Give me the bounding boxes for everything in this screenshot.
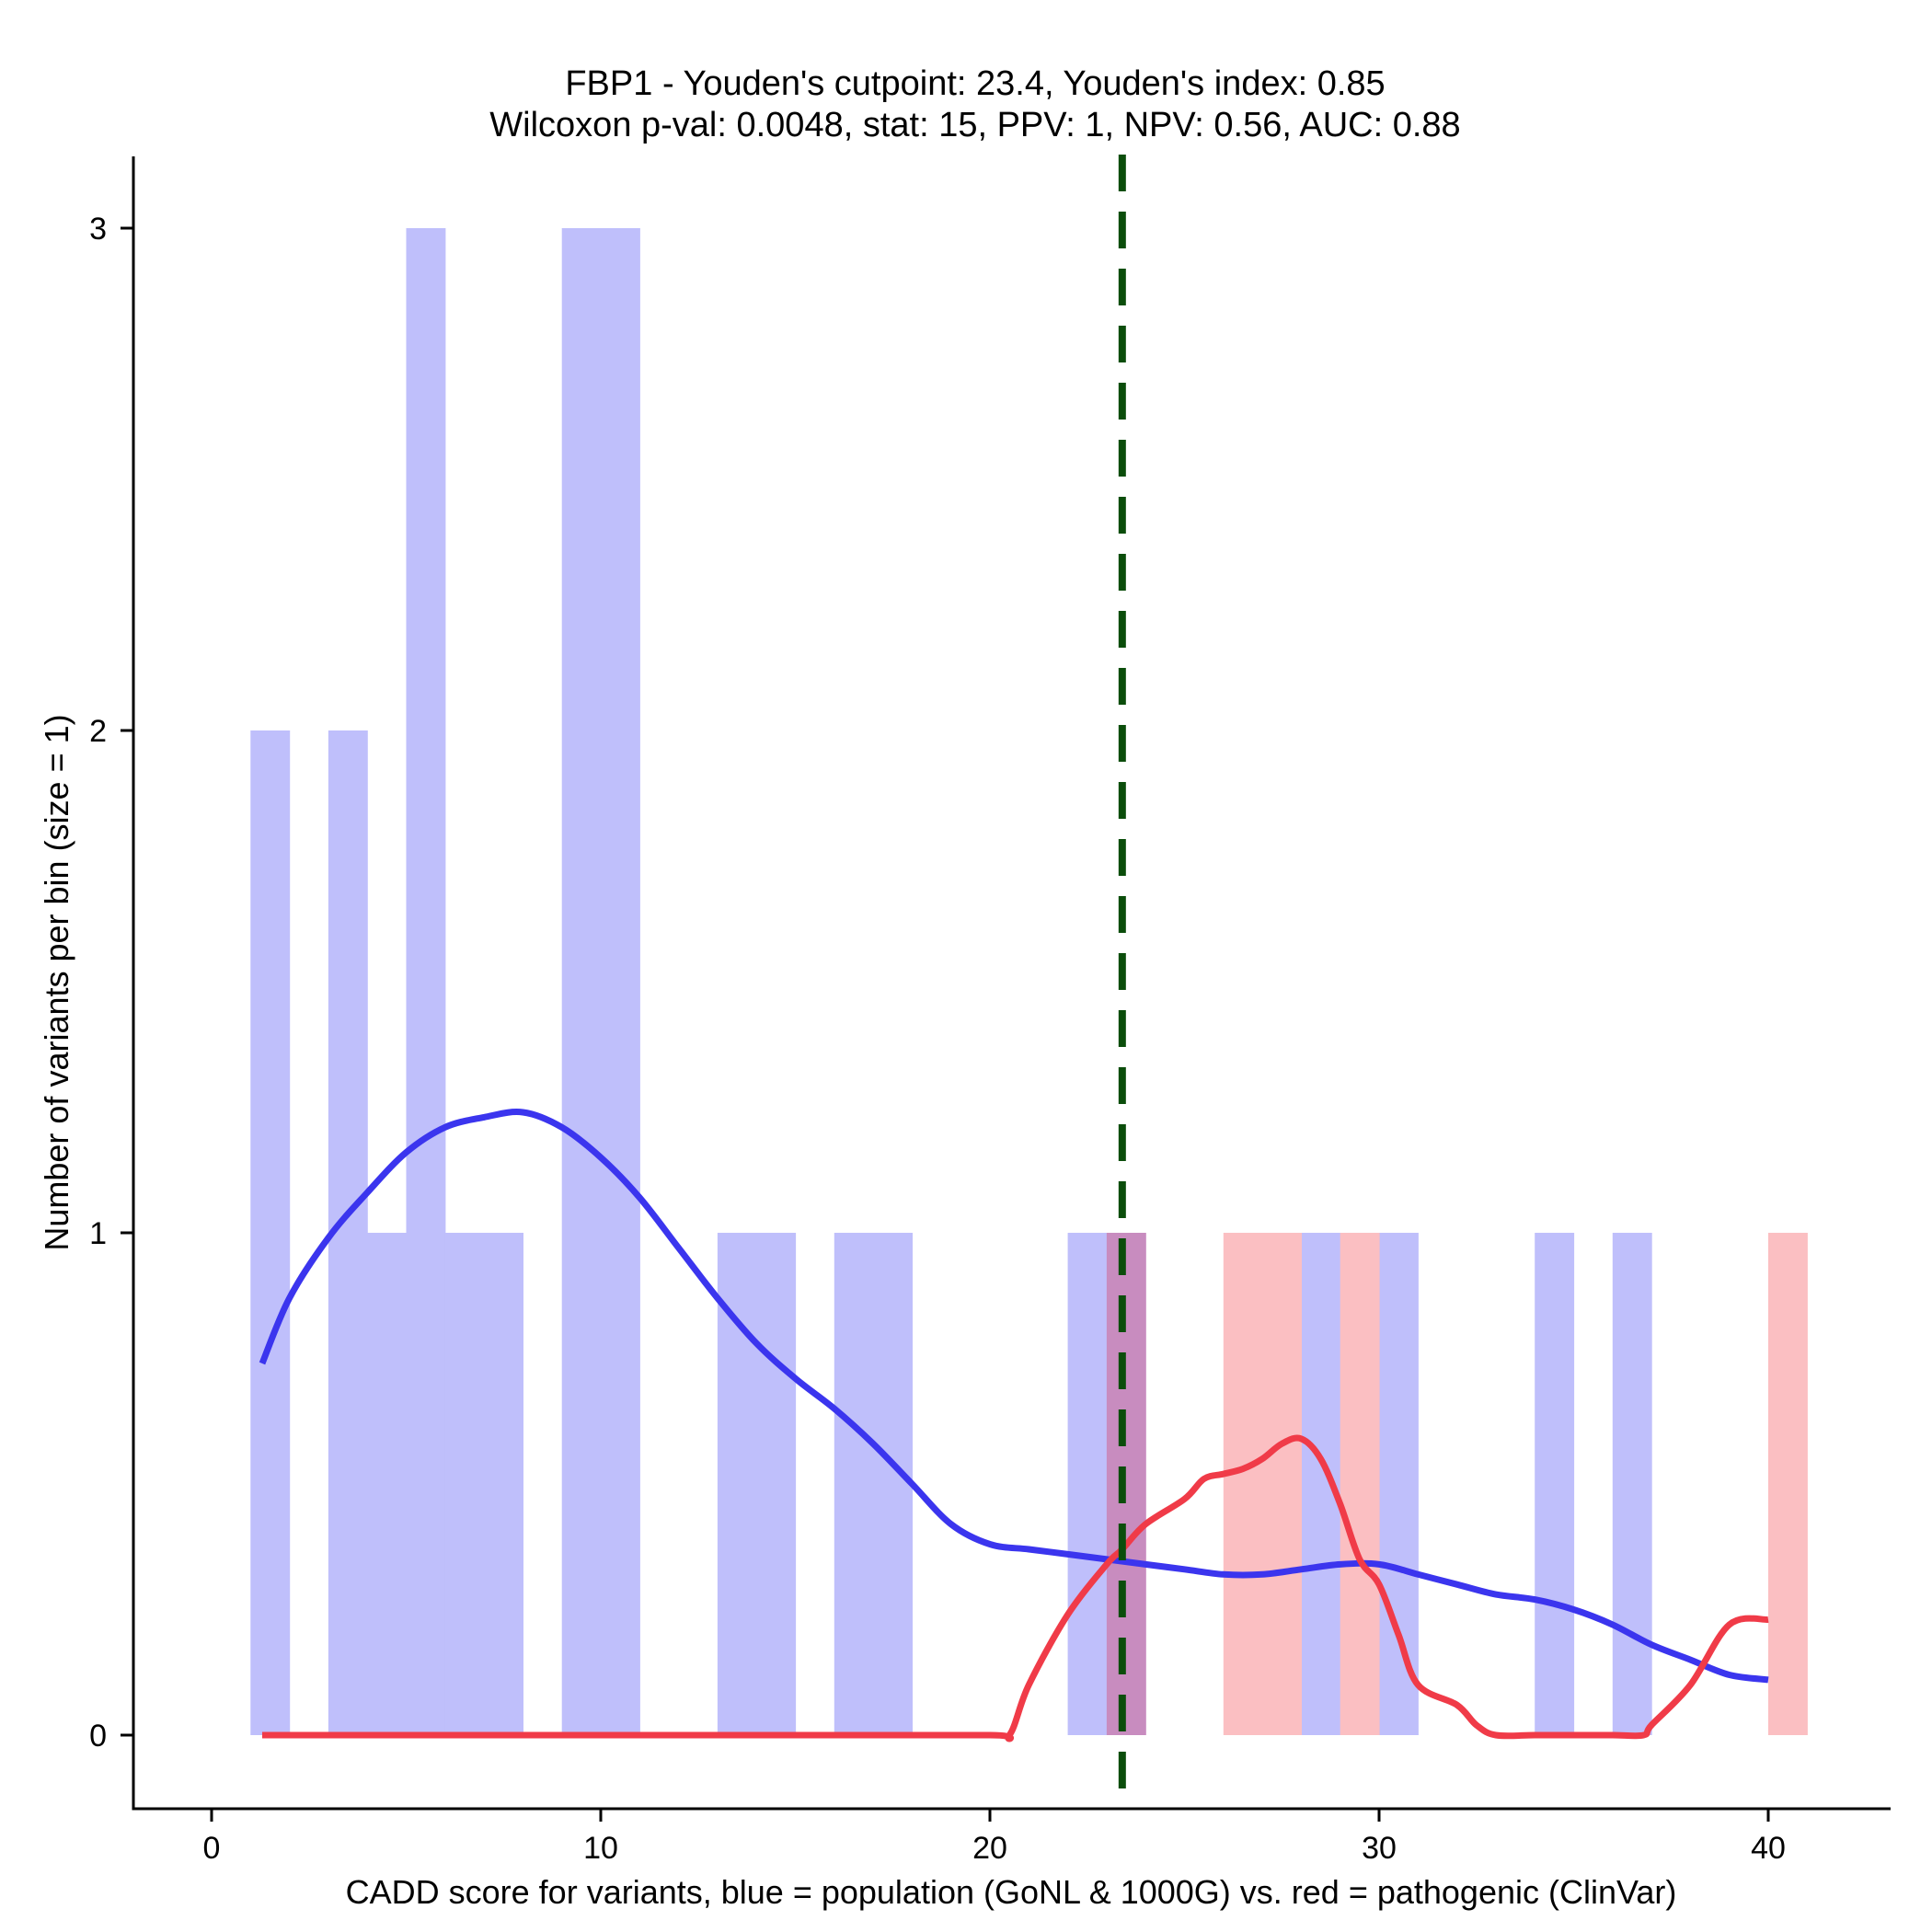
y-tick-label: 2 (89, 714, 107, 749)
population-bar (1612, 1233, 1652, 1735)
population-bar (834, 1233, 874, 1735)
population-bar (1535, 1233, 1575, 1735)
x-tick-label: 20 (972, 1831, 1007, 1866)
pathogenic-density-line (261, 1434, 1769, 1742)
population-bar (484, 1233, 523, 1735)
pathogenic-bars (1223, 1233, 1808, 1735)
population-bars (250, 228, 1652, 1735)
population-bar (367, 1233, 408, 1735)
pathogenic-bar (1340, 1233, 1380, 1735)
x-axis-ticks: 0 10 20 30 40 (203, 1809, 1786, 1866)
y-tick-label: 3 (89, 212, 107, 247)
x-axis-label: CADD score for variants, blue = populati… (346, 1873, 1677, 1911)
x-tick-label: 30 (1362, 1831, 1397, 1866)
y-axis-label: Number of variants per bin (size = 1) (38, 714, 75, 1250)
population-bar (717, 1233, 757, 1735)
pathogenic-bar (1768, 1233, 1808, 1735)
axes (132, 156, 1891, 1811)
population-bar (1067, 1233, 1108, 1735)
population-bar (873, 1233, 913, 1735)
x-tick-label: 10 (583, 1831, 618, 1866)
pathogenic-bar (1262, 1233, 1302, 1735)
population-bar (406, 228, 446, 1735)
pathogenic-bar (1223, 1233, 1263, 1735)
y-tick-label: 0 (89, 1719, 107, 1754)
population-bar (1106, 1233, 1146, 1735)
population-bar (1379, 1233, 1419, 1735)
chart-title-line2: Wilcoxon p-val: 0.0048, stat: 15, PPV: 1… (489, 106, 1460, 144)
chart-title-line1: FBP1 - Youden's cutpoint: 23.4, Youden's… (565, 64, 1385, 103)
population-bar (444, 1233, 485, 1735)
x-tick-label: 0 (203, 1831, 221, 1866)
population-bar (601, 228, 640, 1735)
y-tick-label: 1 (89, 1216, 107, 1251)
y-axis-ticks: 0 1 2 3 (89, 212, 133, 1754)
population-bar (250, 730, 291, 1735)
x-tick-label: 40 (1751, 1831, 1786, 1866)
population-bar (756, 1233, 797, 1735)
population-bar (561, 228, 602, 1735)
population-density-line (259, 1109, 1769, 1684)
